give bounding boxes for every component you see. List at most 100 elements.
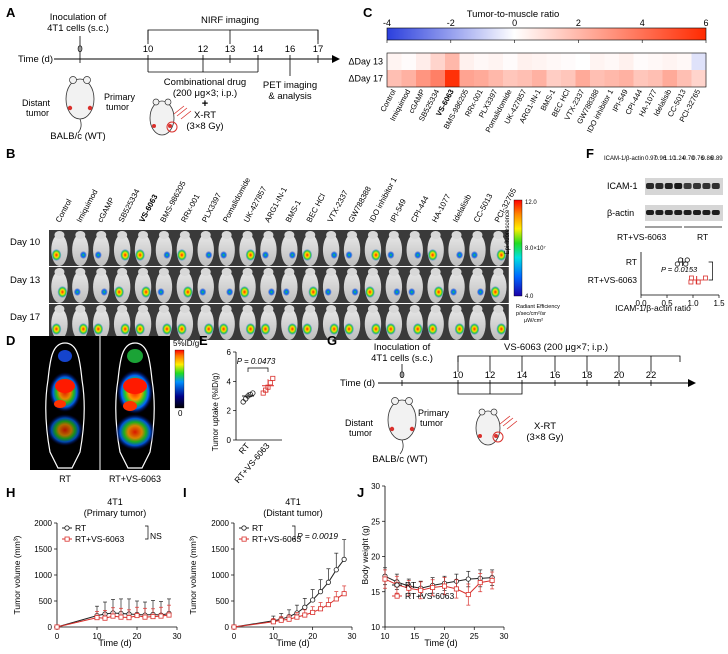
- group-label-1: RT+VS-6063: [617, 232, 666, 242]
- data-point: [325, 579, 331, 585]
- data-point: [677, 257, 684, 263]
- tumor-signal: [135, 323, 146, 335]
- tumor-signal: [51, 323, 62, 335]
- data-point: [278, 617, 284, 623]
- mouse-head: [179, 231, 190, 239]
- tumor-signal: [308, 286, 319, 298]
- mouse-image: [134, 268, 152, 303]
- mouse-head: [179, 305, 190, 313]
- mouse-image: [364, 305, 382, 340]
- mouse-head: [347, 305, 358, 313]
- y-tick-label: 0: [225, 623, 230, 632]
- mouse-image: [218, 305, 235, 340]
- chart-subtitle: (Primary tumor): [84, 508, 147, 518]
- mouse-head: [138, 231, 149, 239]
- tumor-signal: [94, 251, 102, 259]
- panel-d: D 5%ID/g 0 RT RT+VS-6063: [6, 333, 199, 484]
- data-point: [286, 616, 292, 622]
- tumor-signal: [370, 249, 381, 261]
- mouse-image: [197, 231, 214, 266]
- heatmap-cell: [575, 53, 591, 70]
- data-point: [94, 615, 100, 621]
- significance: NS: [150, 531, 162, 541]
- mouse-head: [158, 268, 169, 276]
- heatmap-cell: [590, 70, 605, 87]
- tumor-signal: [199, 288, 207, 296]
- y-axis-label: Tumor volume (mm³): [12, 535, 22, 614]
- data-point: [477, 580, 483, 586]
- data-point: [242, 396, 249, 402]
- x-tick-label: 0: [55, 632, 60, 641]
- heatmap-cell: [677, 53, 692, 70]
- panel-a: A Inoculation of 4T1 cells (s.c.) NIRF i…: [6, 5, 340, 142]
- x-tick-label: 0.0: [635, 299, 647, 308]
- mouse-head: [451, 305, 462, 313]
- mouse-image: [51, 305, 68, 340]
- mouse-head: [54, 231, 65, 239]
- data-point: [406, 585, 412, 591]
- mouse-image: [302, 268, 319, 303]
- colorbar-mid: 8.0×10⁷: [525, 245, 546, 252]
- inoculation-label-2: 4T1 cells (s.c.): [371, 353, 433, 364]
- data-point: [310, 609, 316, 615]
- data-point: [333, 567, 339, 573]
- scale-max: 5%ID/g: [173, 339, 199, 348]
- x-tick-label: 20: [440, 632, 449, 641]
- actin-band: [674, 210, 683, 215]
- category-label: RT: [626, 257, 637, 267]
- pet-label-2: & analysis: [268, 91, 312, 102]
- x-axis-label: ICAM-1/β-actin ratio: [615, 303, 691, 313]
- mouse-image: [281, 305, 298, 340]
- panel-letter: A: [6, 5, 16, 20]
- icam1-band: [711, 183, 720, 189]
- tumor-signal: [239, 286, 250, 298]
- mouse-head: [409, 305, 420, 313]
- heatmap-cell: [430, 70, 446, 87]
- chart-subtitle: (Distant tumor): [263, 508, 323, 518]
- data-point: [695, 279, 701, 285]
- heatmap-cell: [430, 53, 446, 70]
- tumor-signal: [302, 323, 313, 335]
- mouse-head: [75, 305, 86, 313]
- panel-letter: B: [6, 146, 15, 161]
- legend-marker-rt-vs6063: [241, 536, 247, 542]
- units-line-3: μW/cm²: [524, 318, 543, 324]
- data-point: [689, 275, 694, 281]
- group-label-2: RT: [697, 232, 708, 242]
- primary-tumor-label-2: tumor: [106, 102, 129, 112]
- panel-letter: J: [357, 485, 364, 500]
- data-point: [267, 380, 273, 386]
- icam1-band: [683, 183, 692, 189]
- mouse-image: [155, 268, 173, 303]
- mouse-image: [406, 305, 423, 340]
- series-line: [384, 575, 493, 589]
- tumor-signal: [288, 251, 296, 259]
- tumor-signal: [476, 288, 485, 296]
- ratio-value: 0.86: [702, 156, 714, 162]
- mouse-head: [54, 268, 65, 276]
- y-tick-label: 0: [48, 623, 53, 632]
- data-point: [54, 624, 60, 630]
- mouse-head: [242, 305, 253, 313]
- panel-f: F ICAM-1/β-actin 0.970.961.101.240.700.7…: [586, 146, 725, 313]
- x-axis-label: Time (d): [276, 638, 309, 648]
- data-point: [126, 615, 132, 621]
- data-point: [441, 583, 447, 589]
- mouse-head: [326, 231, 337, 239]
- mouse-image: [427, 305, 444, 340]
- series-line: [384, 578, 493, 596]
- primary-tumor-label: Primary: [418, 408, 449, 418]
- heatmap-scale-ticks: -4 -2 0 2 4 6: [383, 18, 709, 43]
- mouse-head: [96, 268, 107, 276]
- svg-text:10: 10: [453, 370, 464, 381]
- data-point: [430, 585, 436, 591]
- icam1-bands: [646, 183, 720, 189]
- panel-letter: I: [183, 485, 187, 500]
- mouse-image: [239, 305, 256, 340]
- mouse-image: [385, 268, 403, 303]
- treatment-label: IPI-549: [388, 198, 408, 224]
- heatmap-cell: [561, 70, 576, 87]
- tumor-signal: [324, 288, 332, 296]
- x-axis-label: Time (d): [424, 638, 457, 648]
